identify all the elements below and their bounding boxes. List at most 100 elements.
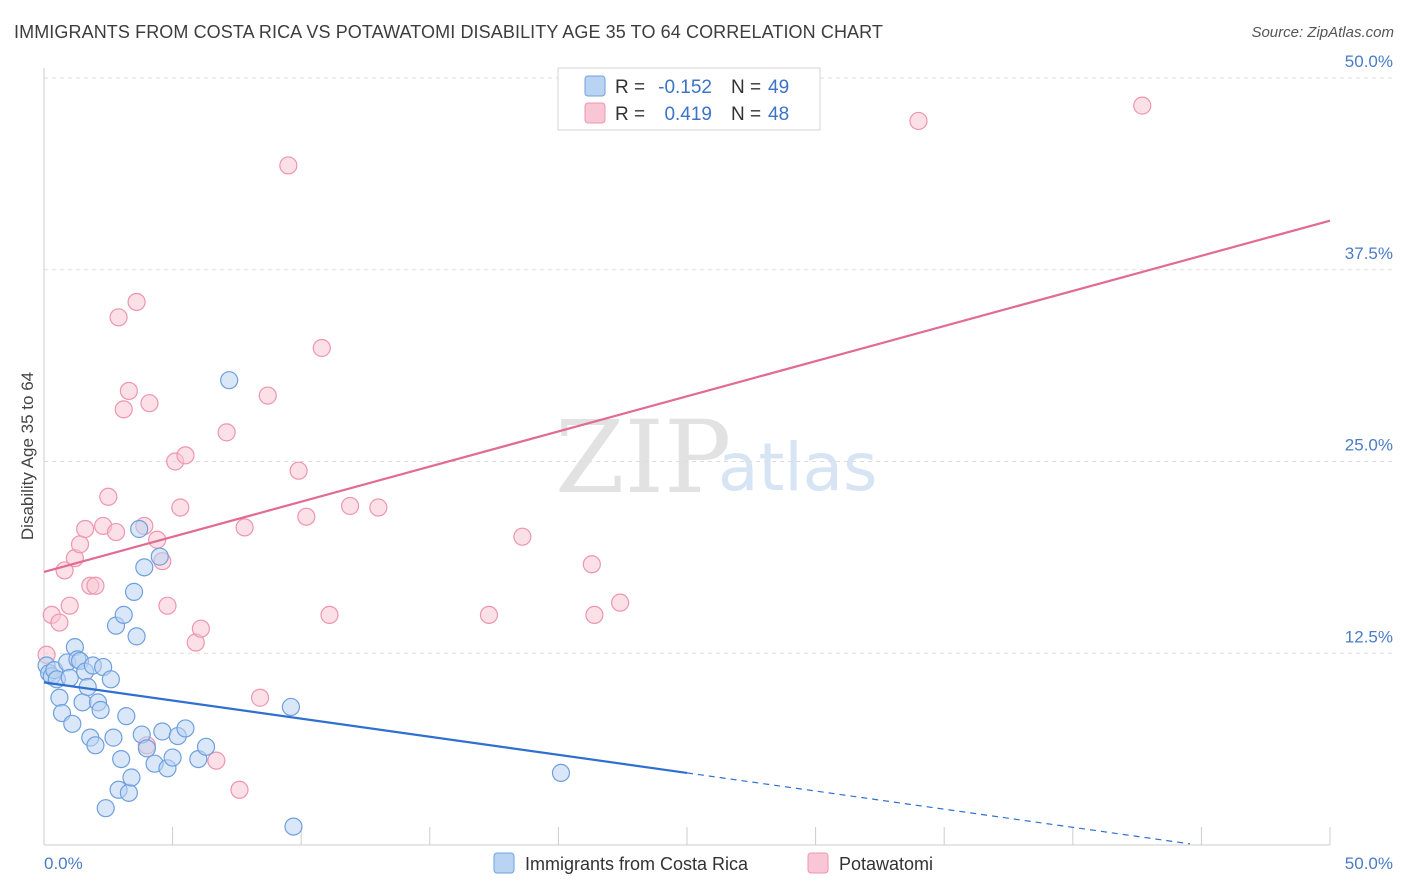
series-legend-swatch-potawatomi — [807, 852, 829, 874]
stats-legend: R = -0.152 N = 49 R = 0.419 N = 48 — [557, 67, 821, 131]
potawatomi-point — [1133, 96, 1152, 115]
potawatomi-point — [217, 423, 236, 442]
potawatomi-point — [909, 111, 928, 131]
costa-rica-point — [130, 519, 149, 539]
potawatomi-point — [297, 507, 316, 526]
costa-rica-point — [196, 737, 216, 756]
costa-rica-point — [73, 693, 92, 712]
series-legend: Immigrants from Costa Rica Potawatomi — [493, 852, 933, 874]
potawatomi-point — [176, 446, 195, 465]
legend-swatch-potawatomi — [584, 102, 606, 124]
costa-rica-point — [101, 670, 120, 689]
y-tick-label: 12.5% — [1345, 627, 1393, 646]
costa-rica-point — [50, 688, 69, 707]
potawatomi-point — [258, 386, 277, 405]
potawatomi-point — [289, 461, 308, 480]
legend-n-value-1: 49 — [768, 77, 789, 98]
potawatomi-point — [127, 292, 146, 312]
watermark: ZIP atlas — [555, 399, 878, 516]
costa-rica-point — [281, 697, 301, 717]
costa-rica-point — [150, 547, 169, 566]
legend-n-label-2: N = — [731, 104, 761, 125]
costa-rica-point — [137, 739, 156, 758]
potawatomi-point — [109, 308, 128, 327]
potawatomi-point — [119, 381, 138, 401]
potawatomi-point — [582, 555, 601, 574]
potawatomi-point — [207, 751, 226, 770]
series-legend-label-potawatomi: Potawatomi — [839, 854, 933, 874]
potawatomi-point — [70, 535, 90, 554]
costa-rica-point — [551, 763, 571, 783]
potawatomi-point — [585, 605, 604, 625]
legend-r-value-1: -0.152 — [658, 77, 712, 98]
y-tick-label: 25.0% — [1345, 436, 1393, 455]
legend-swatch-costa-rica — [584, 75, 606, 97]
costa-rica-point — [127, 627, 146, 646]
series-legend-swatch-costa-rica — [493, 852, 515, 874]
potawatomi-point — [513, 527, 532, 546]
potawatomi-point — [611, 593, 630, 612]
costa-rica-point — [60, 668, 79, 687]
costa-rica-point — [284, 817, 303, 836]
costa-rica-point — [112, 749, 131, 769]
y-tick-labels: 12.5% 25.0% 37.5% 50.0% — [1345, 52, 1393, 646]
chart-source: Source: ZipAtlas.com — [1251, 24, 1394, 41]
chart-title: IMMIGRANTS FROM COSTA RICA VS POTAWATOMI… — [14, 22, 884, 42]
costa-rica-point — [91, 700, 110, 720]
potawatomi-point — [106, 522, 126, 542]
costa-rica-point — [114, 605, 133, 625]
costa-rica-point — [153, 722, 172, 741]
potawatomi-point — [340, 496, 360, 516]
costa-rica-point — [122, 768, 141, 787]
costa-rica-point — [220, 371, 239, 390]
grid-layer — [44, 77, 1393, 654]
potawatomi-point — [86, 576, 105, 595]
watermark-zip: ZIP — [555, 399, 731, 516]
potawatomi-point — [320, 605, 339, 625]
potawatomi-point — [60, 596, 79, 615]
potawatomi-point — [369, 498, 388, 517]
costa-rica-point — [124, 582, 144, 601]
costa-rica-trend-line — [43, 681, 688, 774]
costa-rica-point — [96, 799, 115, 818]
potawatomi-point — [479, 605, 499, 625]
potawatomi-point — [158, 596, 177, 615]
y-tick-label: 37.5% — [1345, 244, 1393, 263]
y-tick-label: 50.0% — [1345, 52, 1393, 71]
x-tick-label-min: 0.0% — [44, 854, 83, 873]
potawatomi-point — [140, 394, 159, 413]
potawatomi-point — [171, 498, 190, 517]
potawatomi-point — [50, 613, 69, 632]
series-legend-label-costa-rica: Immigrants from Costa Rica — [525, 854, 749, 874]
watermark-atlas: atlas — [718, 429, 878, 506]
costa-rica-point — [104, 728, 123, 747]
x-tick-label-max: 50.0% — [1345, 854, 1393, 873]
potawatomi-point — [76, 519, 95, 539]
potawatomi-trend-line — [43, 219, 1331, 574]
potawatomi-point — [99, 487, 118, 506]
legend-n-value-2: 48 — [768, 104, 789, 125]
legend-r-value-2: 0.419 — [664, 104, 712, 125]
potawatomi-point — [279, 156, 298, 175]
costa-rica-point — [163, 748, 182, 767]
costa-rica-point — [135, 558, 154, 577]
costa-rica-points — [37, 371, 571, 836]
costa-rica-point — [117, 707, 136, 726]
potawatomi-point — [312, 338, 331, 358]
potawatomi-point — [230, 780, 249, 799]
potawatomi-point — [250, 688, 270, 707]
y-axis-title: Disability Age 35 to 64 — [18, 372, 37, 540]
costa-rica-point — [63, 714, 82, 733]
costa-rica-trend-extension — [686, 772, 1191, 845]
costa-rica-point — [119, 783, 138, 802]
trend-layer — [43, 219, 1331, 845]
legend-r-label-2: R = — [615, 104, 645, 125]
legend-n-label-1: N = — [731, 77, 761, 98]
potawatomi-point — [235, 518, 254, 537]
costa-rica-point — [86, 736, 105, 755]
potawatomi-point — [114, 400, 133, 419]
potawatomi-point — [191, 619, 210, 638]
legend-r-label-1: R = — [615, 77, 645, 98]
costa-rica-point — [176, 719, 195, 738]
